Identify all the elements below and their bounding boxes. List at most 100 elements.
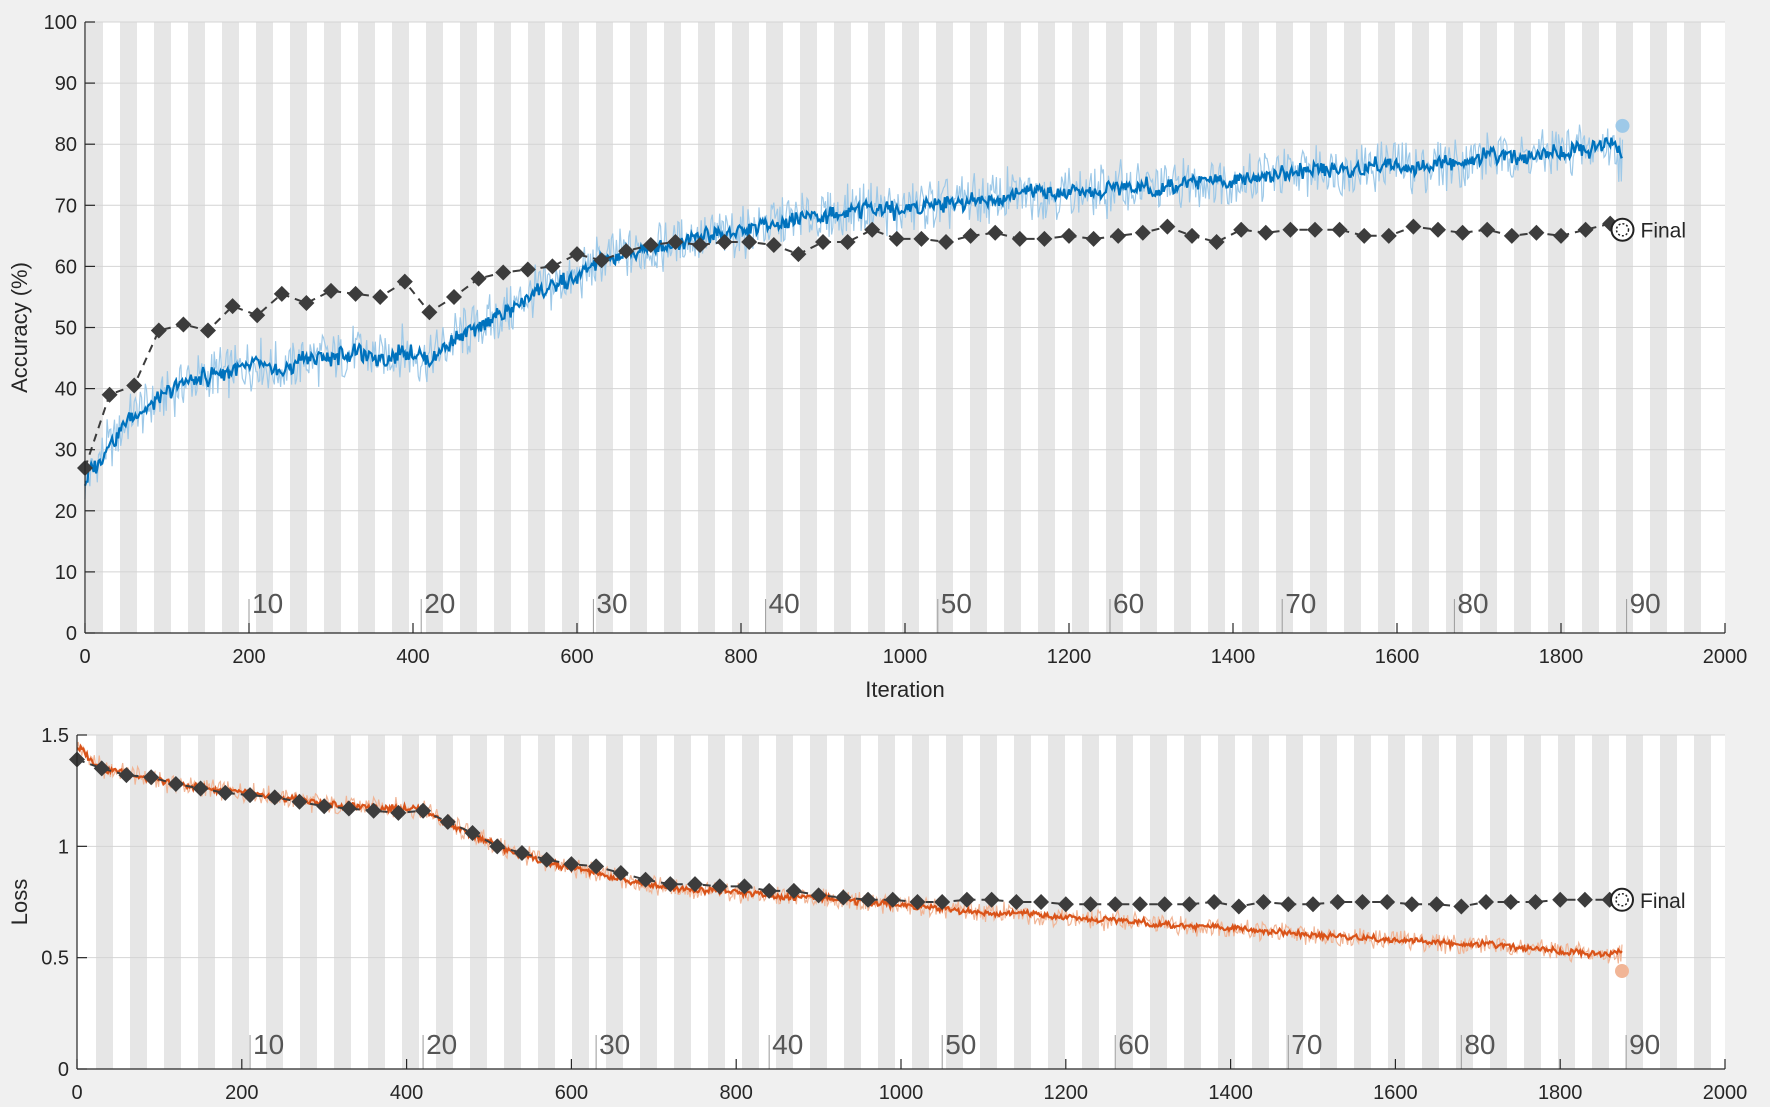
epoch-band: [606, 735, 623, 1069]
loss-validation-marker: [390, 804, 407, 821]
accuracy-validation-marker: [1331, 221, 1348, 238]
x-tick-label: 400: [390, 1082, 423, 1104]
accuracy-validation-marker: [987, 224, 1004, 241]
x-tick-label: 2000: [1703, 646, 1748, 668]
y-tick-label: 1: [58, 836, 69, 858]
epoch-label: 10: [252, 588, 283, 619]
accuracy-y-axis-label: Accuracy (%): [7, 262, 32, 393]
x-tick-label: 800: [720, 1082, 753, 1104]
epoch-label: 70: [1285, 588, 1316, 619]
x-tick-label: 0: [71, 1082, 82, 1104]
epoch-band: [1694, 735, 1711, 1069]
x-tick-label: 1600: [1375, 646, 1420, 668]
loss-validation-marker: [1428, 896, 1445, 913]
loss-validation-marker: [1453, 898, 1470, 915]
accuracy-validation-marker: [1307, 221, 1323, 238]
accuracy-validation-marker: [1134, 224, 1151, 241]
accuracy-validation-marker: [716, 233, 733, 250]
x-tick-label: 0: [79, 646, 90, 668]
loss-validation-marker: [1403, 896, 1420, 913]
loss-validation-marker: [736, 878, 753, 895]
y-tick-label: 0: [58, 1059, 69, 1081]
epoch-band: [1422, 735, 1439, 1069]
accuracy-validation-marker: [642, 237, 659, 254]
epoch-label: 30: [599, 1029, 630, 1060]
accuracy-validation-marker: [1061, 227, 1077, 244]
y-tick-label: 0.5: [41, 948, 69, 970]
epoch-band: [1660, 735, 1677, 1069]
epoch-label: 80: [1457, 588, 1488, 619]
accuracy-training-smoothed-line: [83, 136, 1623, 487]
epoch-band: [1286, 735, 1303, 1069]
accuracy-validation-marker: [618, 243, 635, 260]
accuracy-validation-marker: [470, 270, 487, 287]
loss-validation-marker: [1354, 894, 1371, 910]
y-tick-label: 90: [55, 73, 77, 95]
accuracy-validation-marker: [224, 298, 241, 315]
accuracy-x-axis-label: Iteration: [865, 677, 945, 702]
epoch-band: [164, 735, 181, 1069]
epoch-band: [776, 735, 793, 1069]
epoch-band: [232, 735, 249, 1069]
accuracy-validation-marker: [667, 233, 684, 250]
accuracy-validation-marker: [1479, 221, 1496, 238]
accuracy-validation-marker: [1233, 221, 1250, 238]
epoch-band: [402, 735, 419, 1069]
y-tick-label: 40: [55, 379, 77, 401]
loss-validation-marker: [489, 838, 506, 855]
loss-validation-marker: [810, 887, 827, 904]
epoch-label: 40: [769, 588, 800, 619]
epoch-band: [1116, 735, 1133, 1069]
loss-validation-marker: [835, 889, 852, 906]
epoch-band: [844, 735, 861, 1069]
accuracy-validation-marker: [323, 282, 339, 299]
epoch-label: 90: [1630, 588, 1661, 619]
y-tick-label: 70: [55, 195, 77, 217]
loss-validation-marker: [1379, 894, 1396, 910]
accuracy-validation-marker: [1036, 230, 1053, 247]
x-tick-label: 2000: [1703, 1082, 1748, 1104]
accuracy-validation-marker: [544, 258, 561, 275]
loss-validation-marker: [1008, 894, 1025, 910]
accuracy-validation-marker: [765, 237, 782, 254]
epoch-label: 80: [1464, 1029, 1495, 1060]
accuracy-final-marker: [1610, 217, 1635, 242]
x-tick-label: 1000: [879, 1082, 924, 1104]
loss-validation-marker: [192, 780, 209, 797]
y-tick-label: 30: [55, 440, 77, 462]
loss-final-marker-inner: [1615, 893, 1629, 907]
accuracy-validation-marker: [692, 237, 708, 254]
accuracy-validation-marker: [593, 252, 610, 269]
y-tick-label: 0: [66, 623, 77, 645]
epoch-band: [742, 735, 759, 1069]
accuracy-validation-marker: [1430, 221, 1446, 238]
accuracy-validation-marker: [1577, 221, 1594, 238]
x-tick-label: 1800: [1538, 1082, 1583, 1104]
accuracy-validation-line: [84, 222, 1623, 469]
epoch-label: 60: [1113, 588, 1144, 619]
loss-validation-marker: [93, 760, 110, 777]
loss-validation-marker: [464, 824, 481, 841]
epoch-band: [1558, 735, 1575, 1069]
epoch-band: [368, 735, 385, 1069]
epoch-label: 50: [945, 1029, 976, 1060]
accuracy-validation-marker: [347, 285, 364, 302]
loss-final-label: Final: [1640, 890, 1686, 913]
epoch-band: [1218, 735, 1235, 1069]
loss-validation-marker: [1280, 896, 1297, 913]
loss-validation-marker: [1255, 894, 1272, 910]
accuracy-validation-marker: [298, 295, 315, 312]
x-tick-label: 600: [560, 646, 593, 668]
epoch-band: [436, 735, 453, 1069]
accuracy-validation-marker: [888, 230, 905, 247]
loss-validation-marker: [711, 878, 728, 895]
x-tick-label: 1200: [1044, 1082, 1089, 1104]
epoch-band: [1048, 735, 1065, 1069]
loss-validation-marker: [118, 767, 135, 784]
epoch-band: [640, 735, 657, 1069]
epoch-band: [130, 735, 147, 1069]
loss-training-smoothed-line: [76, 743, 1623, 960]
loss-validation-marker: [785, 882, 802, 899]
accuracy-validation-marker: [519, 261, 536, 278]
loss-validation-marker: [909, 894, 926, 910]
